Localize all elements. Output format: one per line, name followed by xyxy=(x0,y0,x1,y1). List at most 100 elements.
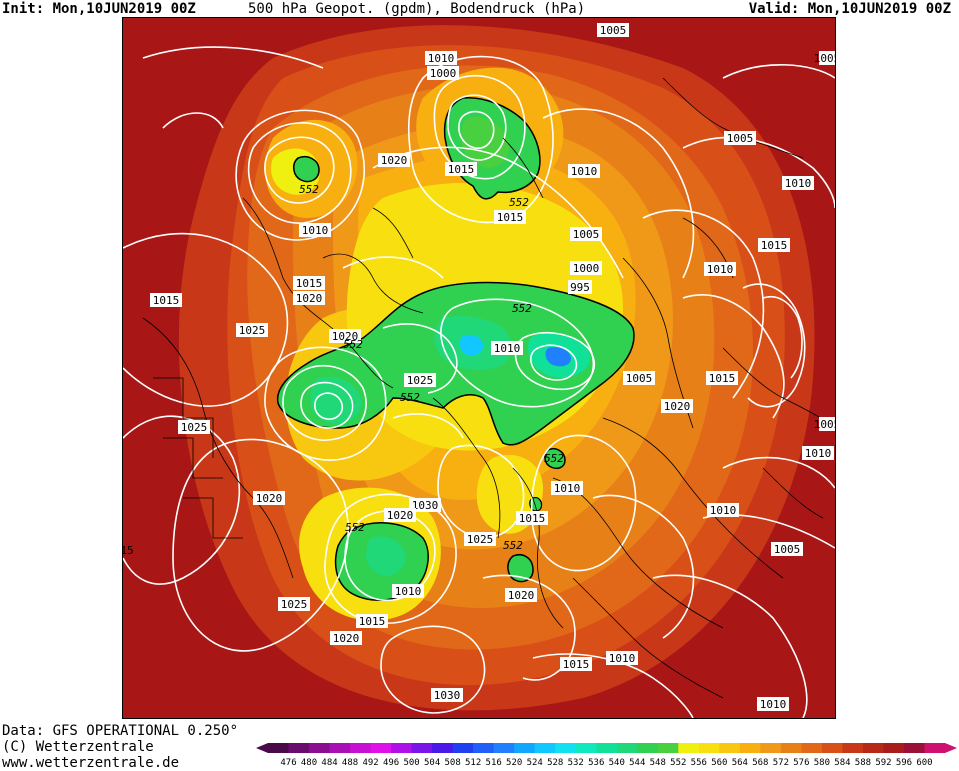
map-title: 500 hPa Geopot. (gpdm), Bodendruck (hPa) xyxy=(248,1,586,17)
pressure-label: 1030 xyxy=(434,689,461,702)
legend-tick-label: 536 xyxy=(588,758,604,767)
pressure-label: 1005 xyxy=(600,24,627,37)
pressure-label: 1010 xyxy=(571,165,598,178)
legend-tick-label: 600 xyxy=(916,758,932,767)
legend-swatch xyxy=(350,743,372,753)
pressure-label: 1005 xyxy=(626,372,653,385)
pressure-label-boxes: 1005 1005 1000 1010 552 1020 1015 1010 5… xyxy=(123,23,835,711)
legend-swatch xyxy=(452,743,474,753)
pressure-label: 1020 xyxy=(664,400,691,413)
legend-tick-label: 572 xyxy=(773,758,789,767)
pressure-label: 1015 xyxy=(448,163,475,176)
legend-swatch xyxy=(309,743,331,753)
legend-tick-label: 528 xyxy=(547,758,563,767)
color-legend: 476 480 484 488 492 496 500 504 508 512 516 520 524 5… xyxy=(256,741,957,768)
pressure-label: 1025 xyxy=(281,598,308,611)
legend-arrow-left xyxy=(256,743,268,753)
pressure-label: 1010 xyxy=(805,447,832,460)
legend-swatch xyxy=(883,743,905,753)
legend-swatch xyxy=(842,743,864,753)
pressure-label: 1025 xyxy=(467,533,494,546)
pressure-label-552: 552 xyxy=(503,539,523,552)
pressure-label: 995 xyxy=(570,281,590,294)
legend-tick-label: 584 xyxy=(834,758,850,767)
pressure-label: 1010 xyxy=(428,52,455,65)
pressure-label: 1000 xyxy=(573,262,600,275)
legend-swatch xyxy=(555,743,577,753)
pressure-label: 1010 xyxy=(785,177,812,190)
legend-tick-label: 488 xyxy=(342,758,358,767)
pressure-label: 1020 xyxy=(296,292,323,305)
pressure-label-552: 552 xyxy=(400,391,420,404)
pressure-label-552: 552 xyxy=(544,452,564,465)
pressure-label: 1005 xyxy=(573,228,600,241)
pressure-label: 1010 xyxy=(707,263,734,276)
pressure-label: 1020 xyxy=(508,589,535,602)
legend-tick-label: 580 xyxy=(814,758,830,767)
pressure-label: 1010 xyxy=(395,585,422,598)
legend-tick-label: 496 xyxy=(383,758,399,767)
pressure-label: 1010 xyxy=(710,504,737,517)
legend-tick-label: 556 xyxy=(691,758,707,767)
pressure-label: 1020 xyxy=(333,632,360,645)
pressure-label: 1005 xyxy=(814,418,835,431)
pressure-label-552: 552 xyxy=(512,302,532,315)
legend-tick-label: 544 xyxy=(629,758,645,767)
init-time: Init: Mon,10JUN2019 00Z xyxy=(2,1,196,17)
legend-swatch xyxy=(575,743,597,753)
legend-swatch xyxy=(903,743,925,753)
legend-swatch xyxy=(760,743,782,753)
valid-time: Valid: Mon,10JUN2019 00Z xyxy=(748,1,951,17)
legend-tick-label: 532 xyxy=(568,758,584,767)
pressure-label: 1015 xyxy=(563,658,590,671)
legend-swatch xyxy=(719,743,741,753)
legend-tick-label: 500 xyxy=(403,758,419,767)
legend-swatch xyxy=(739,743,761,753)
legend-tick-label: 508 xyxy=(445,758,461,767)
legend-tick-label: 520 xyxy=(506,758,522,767)
website-link[interactable]: www.wetterzentrale.de xyxy=(2,755,180,771)
pressure-label: 1005 xyxy=(727,132,754,145)
legend-swatch xyxy=(801,743,823,753)
legend-swatch xyxy=(678,743,700,753)
pressure-label-552: 552 xyxy=(509,196,529,209)
pressure-label: 1000 xyxy=(430,67,457,80)
pressure-label: 1020 xyxy=(332,330,359,343)
legend-tick-label: 504 xyxy=(424,758,440,767)
copyright: (C) Wetterzentrale xyxy=(2,739,154,755)
pressure-label-552: 552 xyxy=(343,338,363,351)
pressure-label: 1010 xyxy=(494,342,521,355)
legend-swatch xyxy=(637,743,659,753)
pressure-label-552: 552 xyxy=(345,521,365,534)
legend-tick-label: 512 xyxy=(465,758,481,767)
legend-swatch xyxy=(596,743,618,753)
legend-swatch xyxy=(268,743,290,753)
legend-swatch xyxy=(288,743,310,753)
pressure-isobars xyxy=(123,46,835,718)
pressure-label: 1005 xyxy=(774,543,801,556)
legend-swatch xyxy=(473,743,495,753)
pressure-label: 1015 xyxy=(709,372,736,385)
pressure-label: 1010 xyxy=(760,698,787,711)
pressure-label: 1010 xyxy=(554,482,581,495)
legend-tick-label: 480 xyxy=(301,758,317,767)
pressure-label: 1015 xyxy=(761,239,788,252)
pressure-label-552: 552 xyxy=(299,183,319,196)
legend-swatch xyxy=(534,743,556,753)
legend-tick-label: 524 xyxy=(527,758,543,767)
legend-tick-label: 540 xyxy=(609,758,625,767)
legend-tick-label: 492 xyxy=(362,758,378,767)
pressure-label: 1020 xyxy=(387,509,414,522)
legend-tick-label: 484 xyxy=(321,758,337,767)
pressure-label: 1005 xyxy=(814,52,835,65)
legend-swatch xyxy=(616,743,638,753)
legend-swatch xyxy=(924,743,946,753)
legend-tick-label: 592 xyxy=(875,758,891,767)
legend-swatch xyxy=(493,743,515,753)
legend-tick-label: 576 xyxy=(793,758,809,767)
legend-swatch xyxy=(821,743,843,753)
pressure-label: 1025 xyxy=(407,374,434,387)
pressure-label: 1015 xyxy=(497,211,524,224)
legend-swatch xyxy=(514,743,536,753)
legend-tick-label: 516 xyxy=(486,758,502,767)
